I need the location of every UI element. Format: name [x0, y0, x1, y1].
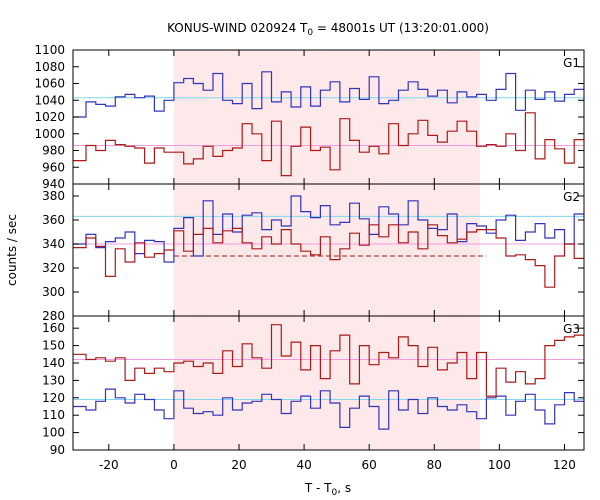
panel-label: G3 [563, 322, 580, 336]
y-tick-label: 150 [42, 339, 65, 353]
chart-title: KONUS-WIND 020924 T0 = 48001s UT (13:20:… [167, 21, 489, 38]
y-tick-label: 1100 [34, 43, 65, 57]
panel-g2: 280 300 320 340 360 380 G2 [42, 183, 585, 323]
series-red-g2 [73, 224, 584, 288]
x-tick-label: -20 [99, 458, 119, 472]
y-tick-label: 940 [42, 177, 65, 191]
x-tick-label: 80 [427, 458, 442, 472]
panel-label: G1 [563, 56, 580, 70]
series-blue-g2 [73, 195, 584, 263]
y-tick-label: 320 [42, 261, 65, 275]
y-tick-label: 110 [42, 408, 65, 422]
panels-group: 940960980100010201040106010801100G128030… [34, 43, 585, 472]
y-tick-label: 1060 [34, 77, 65, 91]
series-red-g3 [73, 324, 584, 397]
x-tick-label: 40 [296, 458, 311, 472]
shaded-interval [173, 184, 480, 316]
series-blue-g1 [73, 71, 584, 118]
y-tick-label: 380 [42, 189, 65, 203]
y-tick-label: 360 [42, 213, 65, 227]
y-tick-label: 160 [42, 321, 65, 335]
panel-label: G2 [563, 190, 580, 204]
y-tick-label: 340 [42, 237, 65, 251]
y-tick-label: 960 [42, 160, 65, 174]
x-tick-label: 0 [170, 458, 178, 472]
y-tick-label: 980 [42, 144, 65, 158]
y-tick-label: 1020 [34, 110, 65, 124]
x-tick-label: 20 [231, 458, 246, 472]
x-axis-label: T - T0, s [304, 481, 351, 498]
y-tick-label: 140 [42, 356, 65, 370]
y-tick-label: 90 [50, 443, 65, 457]
panel-frame [72, 315, 585, 451]
shaded-interval [173, 316, 480, 450]
shaded-interval [173, 50, 480, 184]
y-tick-label: 1080 [34, 60, 65, 74]
y-tick-label: 120 [42, 391, 65, 405]
y-axis-label: counts / sec [5, 214, 19, 286]
y-tick-label: 1000 [34, 127, 65, 141]
y-tick-label: 300 [42, 285, 65, 299]
x-tick-label: 100 [488, 458, 511, 472]
y-tick-label: 130 [42, 373, 65, 387]
x-tick-label: 60 [362, 458, 377, 472]
y-tick-label: 1040 [34, 93, 65, 107]
panel-g3: 90 100 110 120 130 140 150 160 G3 [42, 315, 585, 457]
x-tick-label: 120 [553, 458, 576, 472]
series-red-g1 [73, 112, 584, 177]
y-tick-label: 280 [42, 309, 65, 323]
panel-g1: 940 960 980 1000 1020 1040 1060 1080 1100 G1 [34, 43, 585, 191]
y-tick-label: 100 [42, 426, 65, 440]
